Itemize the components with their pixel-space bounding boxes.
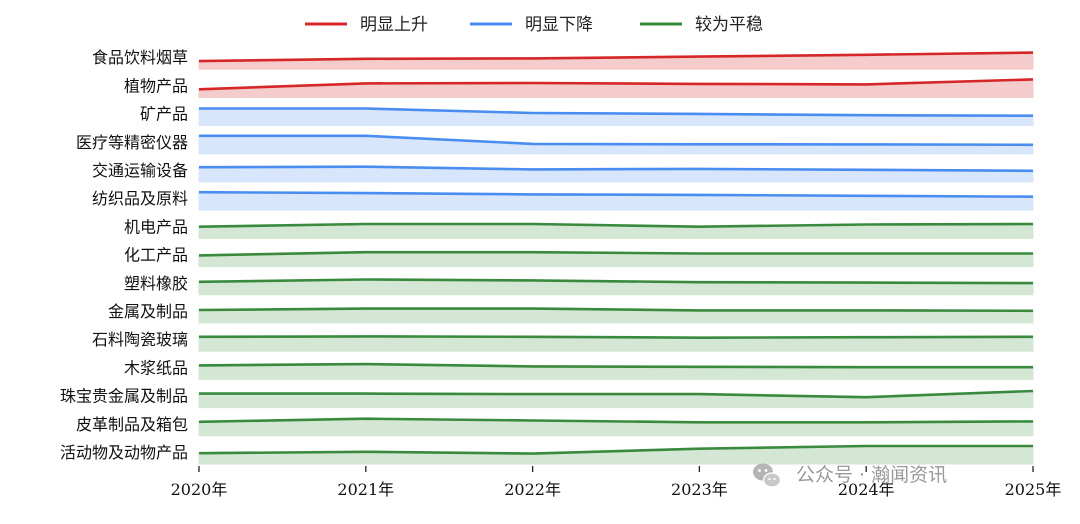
category-label: 化工产品: [124, 246, 188, 265]
series-row: 矿产品: [140, 105, 1034, 127]
wechat-icon: [753, 463, 782, 488]
category-label: 皮革制品及箱包: [76, 415, 188, 434]
series-line: [198, 417, 1034, 424]
series-row: 机电产品: [124, 217, 1034, 239]
category-label: 金属及制品: [108, 302, 188, 321]
series-line: [198, 222, 1034, 228]
x-tick-label: 2025年: [1005, 480, 1062, 499]
series-line: [198, 278, 1034, 285]
legend-label-down: 明显下降: [525, 15, 593, 35]
category-label: 矿产品: [140, 105, 188, 124]
legend: 明显上升 明显下降 较为平稳: [305, 15, 763, 35]
series-row: 石料陶瓷玻璃: [92, 330, 1034, 352]
series-area: [198, 335, 1034, 352]
series-row: 交通运输设备: [92, 161, 1034, 183]
series-area: [198, 445, 1034, 465]
series-line: [198, 190, 1034, 198]
x-tick-label: 2020年: [171, 480, 228, 499]
legend-label-up: 明显上升: [360, 15, 428, 35]
category-label: 机电产品: [124, 217, 188, 236]
category-label: 医疗等精密仪器: [76, 133, 188, 152]
x-axis: 2020年 2021年 2022年 2023年 2024年 2025年: [171, 466, 1062, 499]
x-tick-label: 2021年: [337, 480, 394, 499]
series-line: [199, 134, 1034, 147]
x-tick-label: 2022年: [504, 480, 561, 499]
series-line: [198, 444, 1033, 455]
category-label: 活动物及动物产品: [60, 443, 188, 462]
series-row: 纺织品及原料: [92, 189, 1034, 211]
series-row: 珠宝贵金属及制品: [60, 387, 1034, 409]
series-row: 植物产品: [124, 76, 1034, 98]
category-label: 珠宝贵金属及制品: [60, 387, 188, 406]
series-line: [198, 362, 1033, 369]
series-row: 皮革制品及箱包: [76, 415, 1034, 437]
series-line: [199, 107, 1034, 117]
series-line: [198, 335, 1034, 339]
series-line: [198, 78, 1034, 91]
series-row: 食品饮料烟草: [92, 48, 1034, 70]
x-tick-label: 2023年: [671, 480, 728, 499]
category-label: 食品饮料烟草: [92, 48, 188, 67]
series-line: [198, 165, 1034, 173]
category-label: 塑料橡胶: [124, 274, 188, 293]
watermark: 公众号 · 瀚闻资讯: [753, 463, 947, 488]
category-label: 木浆纸品: [124, 358, 188, 377]
series-rows: 食品饮料烟草植物产品矿产品医疗等精密仪器交通运输设备纺织品及原料机电产品化工产品…: [60, 48, 1034, 465]
category-label: 交通运输设备: [92, 161, 188, 180]
series-row: 活动物及动物产品: [60, 443, 1034, 465]
series-row: 金属及制品: [108, 302, 1034, 324]
legend-label-flat: 较为平稳: [695, 15, 763, 35]
category-label: 纺织品及原料: [92, 189, 188, 208]
category-label: 石料陶瓷玻璃: [92, 330, 188, 349]
watermark-text: 公众号 · 瀚闻资讯: [796, 464, 947, 486]
series-row: 化工产品: [124, 246, 1034, 268]
series-row: 医疗等精密仪器: [76, 133, 1034, 155]
category-label: 植物产品: [124, 76, 188, 95]
x-tick-label: 2024年: [838, 480, 895, 499]
series-line: [198, 250, 1033, 257]
series-line: [198, 307, 1034, 313]
series-row: 木浆纸品: [124, 358, 1034, 380]
series-area: [198, 108, 1034, 127]
series-line: [198, 51, 1034, 63]
series-line: [199, 389, 1034, 399]
series-row: 塑料橡胶: [124, 274, 1034, 296]
